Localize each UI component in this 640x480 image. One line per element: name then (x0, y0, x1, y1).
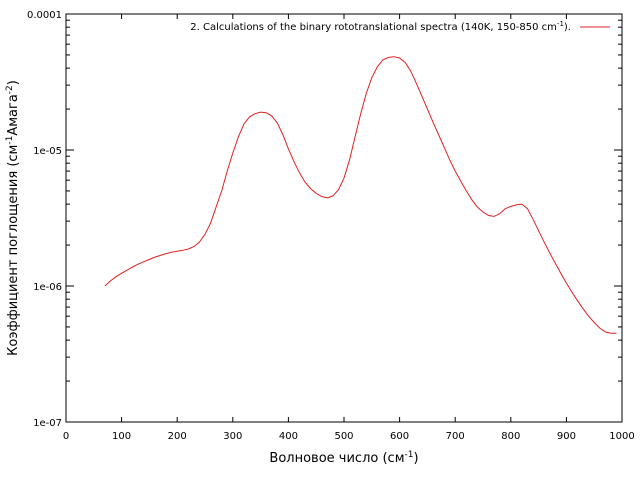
x-tick-label: 100 (112, 431, 131, 442)
x-tick-label: 200 (168, 431, 187, 442)
x-axis-label: Волновое число (см-1) (269, 450, 418, 466)
series-line (104, 56, 617, 334)
x-tick-label: 300 (223, 431, 242, 442)
y-tick-label: 1e-05 (33, 146, 62, 157)
y-tick-label: 1e-06 (33, 282, 62, 293)
x-tick-label: 800 (501, 431, 520, 442)
x-tick-label: 1000 (609, 431, 634, 442)
legend-label: 2. Calculations of the binary rototransl… (190, 20, 571, 33)
x-tick-label: 0 (63, 431, 69, 442)
x-tick-label: 500 (334, 431, 353, 442)
plot-frame (65, 13, 623, 423)
y-axis-label: Коэффициент поглощения (см-1Амага-2) (5, 80, 21, 356)
x-tick-label: 400 (279, 431, 298, 442)
y-tick-label: 1e-07 (33, 418, 62, 429)
x-tick-label: 700 (446, 431, 465, 442)
x-axis: 0 100 200 300 400 500 600 700 800 900 1000 (63, 14, 635, 442)
y-axis: 1e-07 1e-06 1e-05 0.0001 (27, 10, 622, 429)
x-tick-label: 900 (557, 431, 576, 442)
x-tick-label: 600 (390, 431, 409, 442)
y-tick-label: 0.0001 (27, 10, 62, 21)
